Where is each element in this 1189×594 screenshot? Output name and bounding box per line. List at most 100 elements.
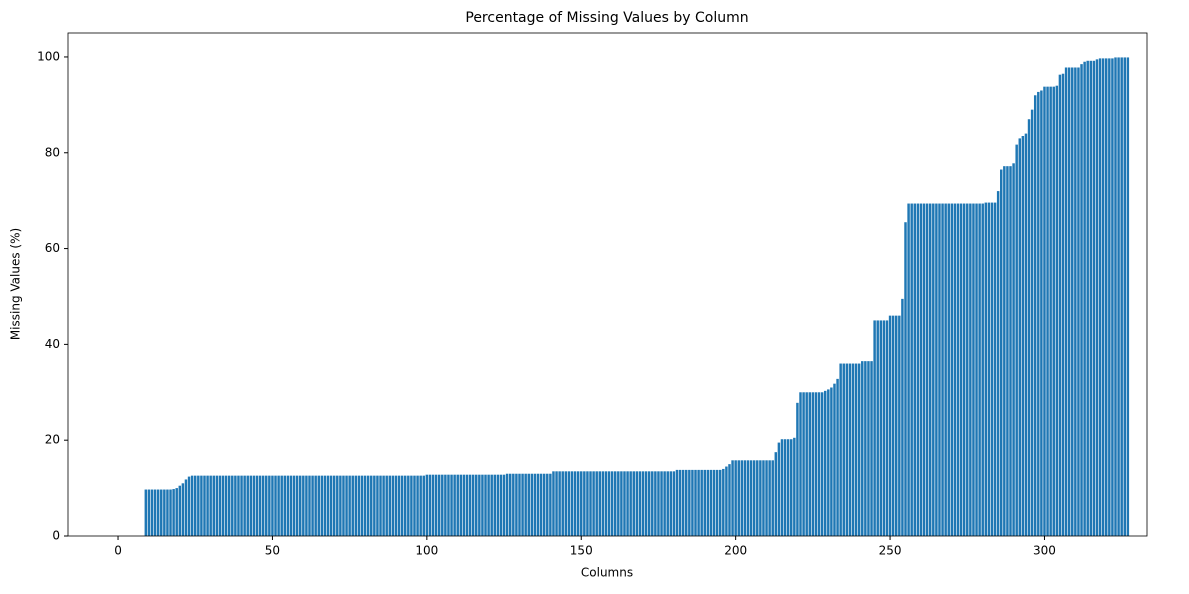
bar <box>623 471 626 536</box>
bar <box>302 475 305 536</box>
bar <box>651 471 654 536</box>
bar <box>1074 67 1077 537</box>
bar <box>1080 64 1083 536</box>
bar <box>144 489 148 536</box>
bar <box>218 475 222 536</box>
bar <box>771 460 774 536</box>
bar <box>518 473 521 536</box>
bar <box>413 475 416 536</box>
bar <box>1000 169 1003 536</box>
bar <box>1043 86 1046 537</box>
bar <box>737 460 740 536</box>
bar <box>351 475 354 536</box>
bar <box>620 471 623 536</box>
x-tick-label: 100 <box>415 544 438 558</box>
bar <box>722 468 725 536</box>
bar <box>505 473 509 536</box>
bar <box>425 474 429 536</box>
bar <box>403 475 407 536</box>
bar <box>499 474 503 536</box>
bar <box>481 474 484 536</box>
bar <box>1033 95 1037 537</box>
bar <box>252 475 256 536</box>
bar <box>1040 90 1043 536</box>
bar <box>953 203 957 536</box>
bar <box>895 315 898 536</box>
bar <box>586 471 589 536</box>
bar <box>360 475 364 536</box>
bar <box>975 203 978 536</box>
bar <box>382 475 385 536</box>
bar <box>1021 135 1025 536</box>
bar <box>1015 144 1018 536</box>
bar <box>941 203 944 536</box>
bar <box>1123 57 1127 536</box>
bar <box>552 471 555 536</box>
bar <box>475 474 478 536</box>
bar <box>848 363 852 536</box>
bar <box>700 469 703 536</box>
bar <box>589 471 592 536</box>
bar <box>215 475 219 536</box>
bar <box>641 471 645 536</box>
bar <box>166 489 169 536</box>
bar <box>888 315 892 536</box>
bar <box>972 203 975 536</box>
bar <box>1006 166 1009 536</box>
bar <box>153 489 157 536</box>
bar <box>453 474 456 536</box>
bar <box>496 474 500 536</box>
bar <box>329 475 333 536</box>
bar <box>397 475 401 536</box>
bar <box>922 203 926 536</box>
bar <box>870 361 873 536</box>
bar <box>644 471 648 536</box>
bar <box>336 475 339 536</box>
bar <box>1030 109 1034 537</box>
bar <box>468 474 472 536</box>
bar <box>978 203 981 536</box>
bar <box>617 471 620 536</box>
bar <box>629 471 632 536</box>
bar <box>311 475 314 536</box>
bar <box>172 489 175 536</box>
bar <box>465 474 469 536</box>
x-tick-label: 200 <box>724 544 747 558</box>
bar <box>873 320 876 536</box>
bar <box>765 460 768 536</box>
bar <box>1046 86 1049 537</box>
bar <box>913 203 917 536</box>
bar <box>1126 57 1130 536</box>
bar <box>959 203 963 536</box>
bar <box>783 439 787 536</box>
bar <box>388 475 392 536</box>
bar <box>385 475 388 536</box>
bar <box>613 471 617 536</box>
bar <box>990 202 994 536</box>
bar <box>647 471 651 536</box>
bar <box>857 363 861 536</box>
bar <box>601 471 605 536</box>
bar <box>891 315 895 536</box>
bar <box>777 442 781 536</box>
bar <box>308 475 311 536</box>
bar <box>694 469 697 536</box>
bar <box>437 474 441 536</box>
bar <box>734 460 737 536</box>
bar <box>212 475 215 536</box>
bar <box>675 469 679 536</box>
bar <box>728 464 731 536</box>
bar <box>1086 60 1089 537</box>
bar <box>947 203 950 536</box>
bar <box>542 473 546 536</box>
bar <box>1058 74 1062 537</box>
bar <box>885 320 889 536</box>
bar <box>339 475 342 536</box>
bar <box>969 203 972 536</box>
bar <box>515 473 518 536</box>
bar <box>487 474 490 536</box>
bar <box>919 203 923 536</box>
bar <box>1027 119 1031 536</box>
bar <box>746 460 750 536</box>
bar <box>867 361 870 536</box>
